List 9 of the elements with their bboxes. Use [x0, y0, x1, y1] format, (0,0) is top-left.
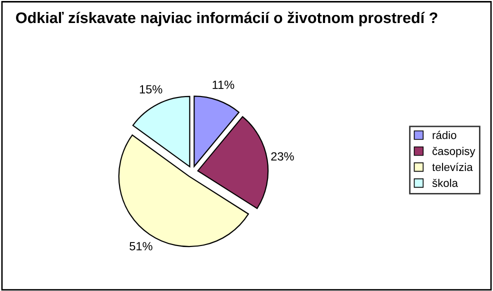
legend-label: škola — [432, 178, 458, 188]
legend-label: rádio — [432, 130, 456, 140]
data-label: 51% — [130, 242, 152, 250]
data-label: 15% — [140, 85, 162, 94]
legend-label: časopisy — [432, 146, 476, 158]
data-label: 11% — [212, 80, 234, 89]
legend-label: televízia — [432, 162, 473, 172]
data-label: 23% — [271, 152, 294, 161]
chart-title: Odkiaľ získavate najviac informácií o životnom prostredí ? — [16, 12, 438, 26]
